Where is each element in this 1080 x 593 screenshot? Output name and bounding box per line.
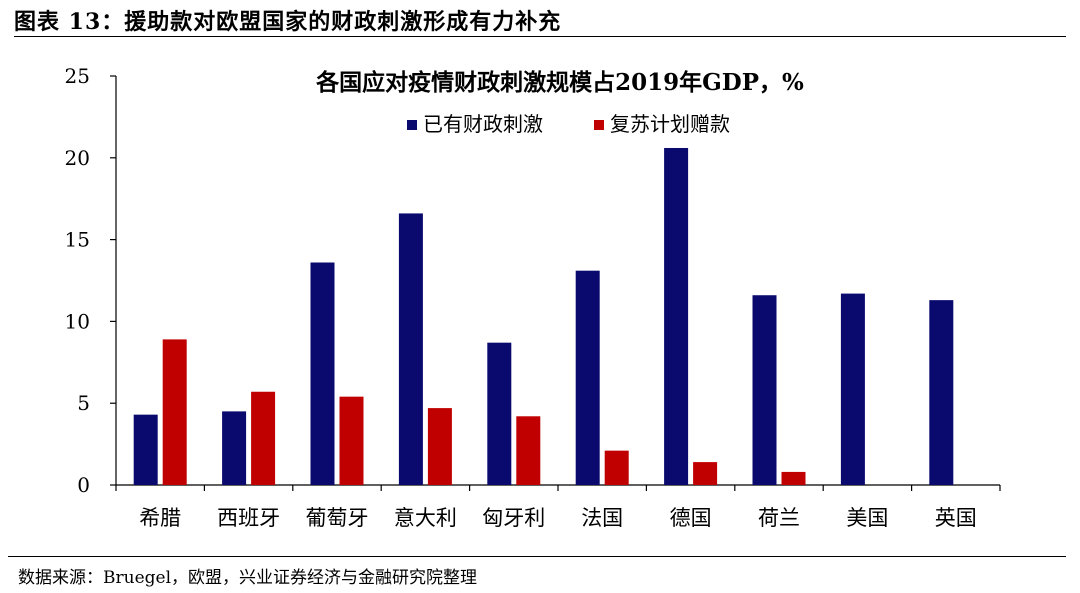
x-tick-label: 葡萄牙 bbox=[306, 506, 369, 530]
source-note: 数据来源：Bruegel，欧盟，兴业证券经济与金融研究院整理 bbox=[18, 568, 478, 588]
bar-recovery-grant bbox=[604, 450, 629, 485]
bar-existing-stimulus bbox=[398, 213, 423, 485]
x-tick-label: 英国 bbox=[935, 506, 977, 530]
bar-existing-stimulus bbox=[310, 262, 335, 485]
bars bbox=[133, 147, 954, 485]
title-rule bbox=[14, 36, 1066, 37]
x-tick-label: 希腊 bbox=[139, 506, 181, 530]
bar-existing-stimulus bbox=[840, 293, 865, 485]
x-axis: 希腊 西班牙 葡萄牙 意大利 匈牙利 法国 德国 荷兰 美国 英国 bbox=[115, 484, 1001, 530]
legend-swatch bbox=[407, 120, 417, 130]
bar-recovery-grant bbox=[162, 339, 187, 485]
bar-recovery-grant bbox=[516, 416, 541, 485]
legend-label: 复苏计划赠款 bbox=[610, 112, 730, 136]
bar-recovery-grant bbox=[427, 408, 452, 485]
bar-existing-stimulus bbox=[664, 147, 689, 485]
x-tick-label: 法国 bbox=[581, 506, 623, 530]
bar-existing-stimulus bbox=[929, 300, 954, 485]
bar-existing-stimulus bbox=[133, 414, 158, 485]
bar-chart: 各国应对疫情财政刺激规模占2019年GDP，% 已有财政刺激 复苏计划赠款 0 5 1… bbox=[65, 64, 1001, 530]
source-rule bbox=[8, 556, 1066, 557]
figure-title: 图表 13：援助款对欧盟国家的财政刺激形成有力补充 bbox=[14, 9, 562, 35]
bar-recovery-grant bbox=[339, 396, 364, 485]
bar-recovery-grant bbox=[251, 391, 276, 485]
bar-recovery-grant bbox=[781, 471, 806, 485]
legend-swatch bbox=[594, 120, 604, 130]
legend-label: 已有财政刺激 bbox=[423, 112, 543, 136]
y-axis: 0 5 10 15 20 25 bbox=[65, 64, 117, 497]
y-tick-label: 10 bbox=[65, 309, 90, 333]
legend: 已有财政刺激 复苏计划赠款 bbox=[407, 112, 730, 136]
bar-existing-stimulus bbox=[487, 342, 512, 485]
x-tick-label: 西班牙 bbox=[217, 506, 280, 530]
x-tick-label: 意大利 bbox=[394, 506, 457, 530]
x-tick-label: 美国 bbox=[846, 506, 888, 530]
y-tick-label: 20 bbox=[65, 146, 90, 170]
bar-existing-stimulus bbox=[575, 270, 600, 485]
x-tick-label: 荷兰 bbox=[758, 506, 800, 530]
chart-title: 各国应对疫情财政刺激规模占2019年GDP，% bbox=[315, 69, 804, 96]
x-tick-label: 匈牙利 bbox=[482, 506, 545, 530]
y-tick-label: 25 bbox=[65, 64, 90, 88]
y-tick-label: 5 bbox=[77, 391, 90, 415]
bar-existing-stimulus bbox=[222, 411, 247, 485]
bar-recovery-grant bbox=[693, 462, 718, 485]
y-tick-label: 0 bbox=[77, 473, 90, 497]
y-tick-label: 15 bbox=[65, 228, 90, 252]
bar-existing-stimulus bbox=[752, 295, 777, 485]
x-tick-label: 德国 bbox=[670, 506, 712, 530]
